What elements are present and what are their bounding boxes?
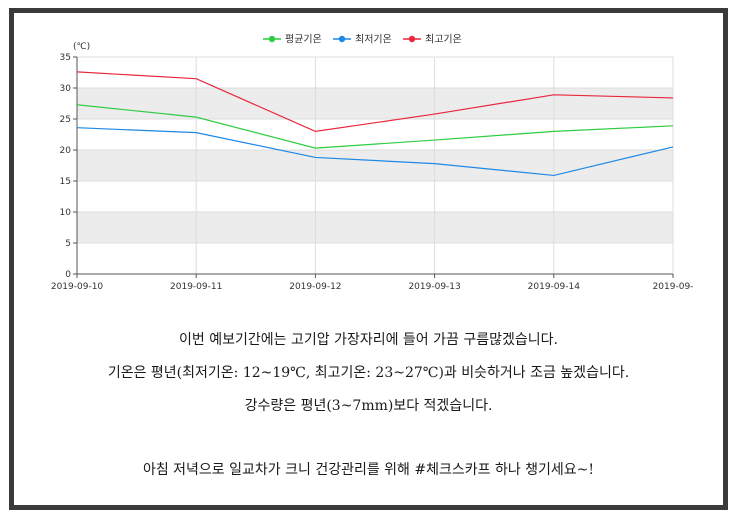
series-line <box>76 104 674 149</box>
legend-label: 최고기온 <box>425 34 462 46</box>
grid-band <box>77 150 673 181</box>
grid-band <box>77 88 673 119</box>
x-tick-label: 2019-09-12 <box>289 282 341 292</box>
y-tick-label: 5 <box>65 239 71 249</box>
chart-frame: 0 5 10 15 20 25 30 35 (℃) 2019-09-10 2019-09-11 201… <box>9 8 728 510</box>
y-tick-label: 30 <box>60 84 72 94</box>
legend-label: 평균기온 <box>285 34 322 46</box>
y-tick-label: 20 <box>60 146 72 156</box>
legend-marker <box>268 35 276 43</box>
x-tick-label: 2019-09-10 <box>51 282 104 292</box>
caption-line-1: 이번 예보기간에는 고기압 가장자리에 들어 가끔 구름많겠습니다. <box>179 332 558 348</box>
legend-marker <box>338 35 346 43</box>
y-tick-label: 10 <box>60 208 72 218</box>
temperature-line-chart: 0 5 10 15 20 25 30 35(℃) 2019-09-10 2019-09-11 201… <box>51 34 694 293</box>
y-tick-label: 35 <box>60 53 71 63</box>
caption-line-3: 강수량은 평년(3~7mm)보다 적겠습니다. <box>244 398 493 414</box>
grid-band <box>77 212 673 243</box>
legend-label: 최저기온 <box>355 34 392 46</box>
series-line <box>76 127 674 177</box>
y-unit-label: (℃) <box>73 42 90 52</box>
caption-line-2: 기온은 평년(최저기온: 12~19℃, 최고기온: 23~27℃)과 비슷하거… <box>107 365 630 381</box>
y-tick-label: 25 <box>60 115 71 125</box>
x-tick-label: 2019-09- <box>653 282 694 292</box>
y-tick-label: 0 <box>65 270 71 280</box>
legend-marker <box>408 35 416 43</box>
x-tick-label: 2019-09-11 <box>170 282 222 292</box>
x-tick-label: 2019-09-14 <box>528 282 581 292</box>
caption-line-4: 아침 저녁으로 일교차가 크니 건강관리를 위해 #체크스카프 하나 챙기세요~… <box>142 462 595 478</box>
x-tick-label: 2019-09-13 <box>408 282 460 292</box>
series-line <box>76 71 674 133</box>
y-tick-label: 15 <box>60 177 71 187</box>
